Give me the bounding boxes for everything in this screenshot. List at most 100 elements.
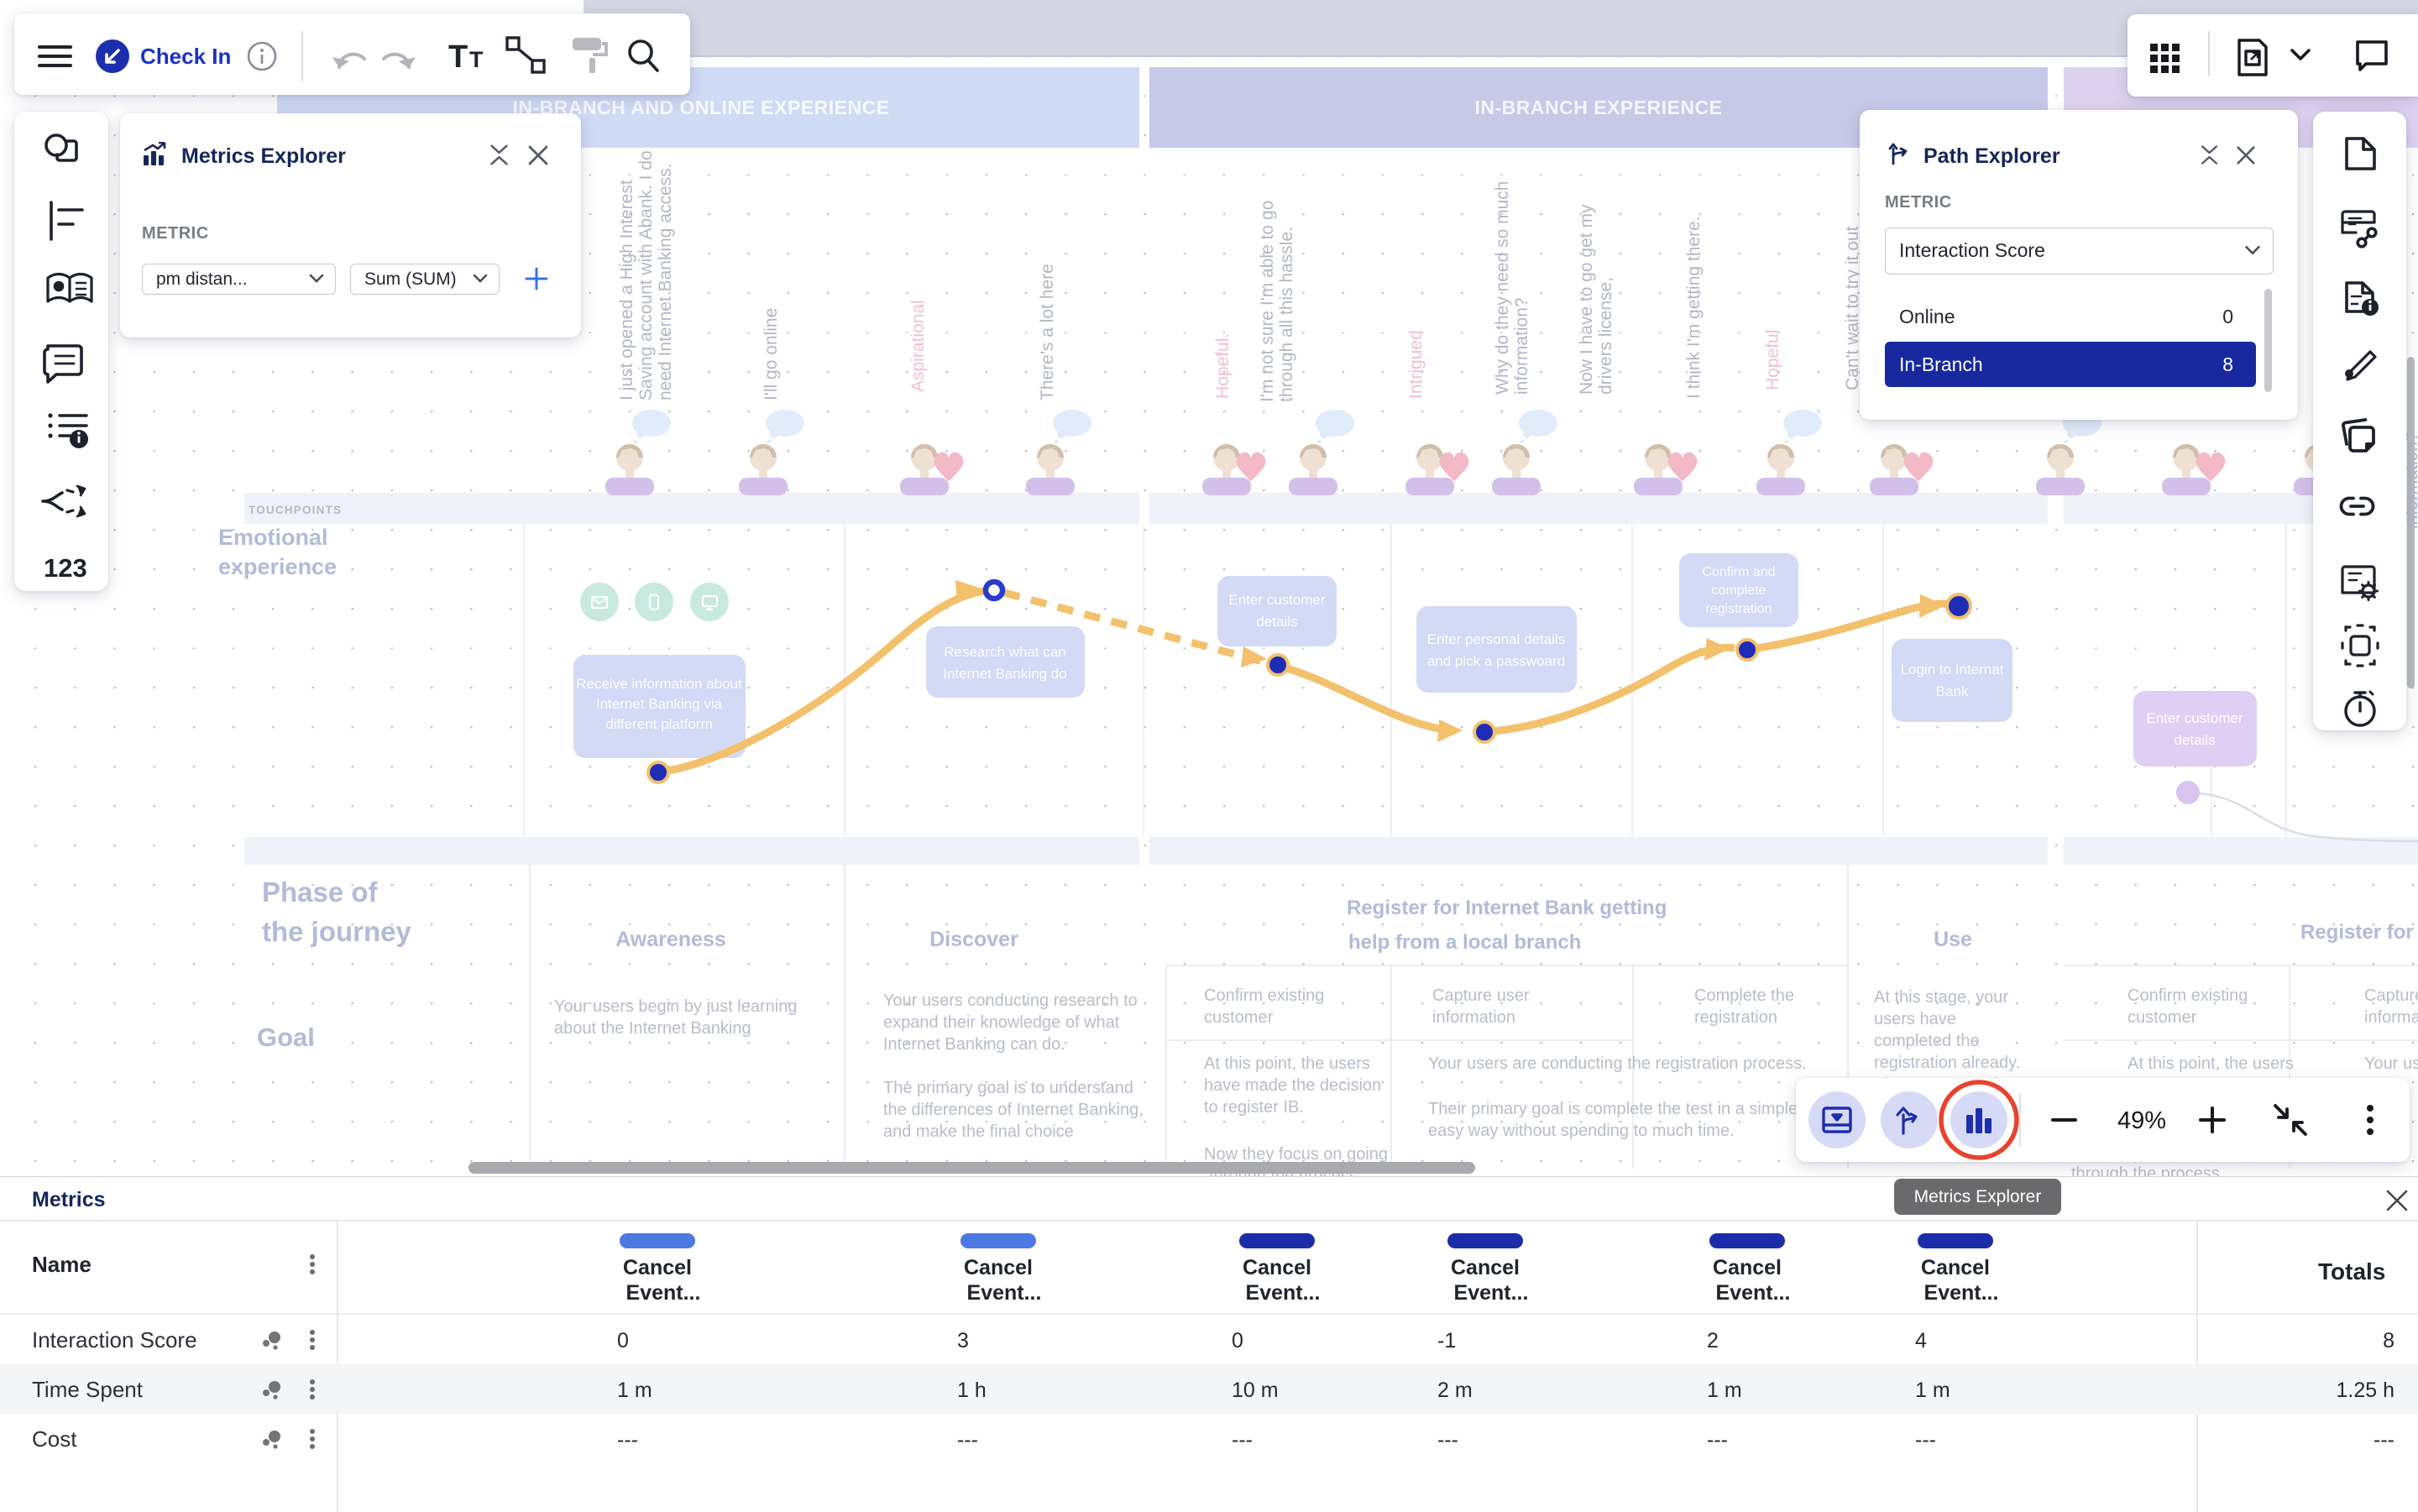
svg-text:complete: complete: [1712, 583, 1766, 598]
svg-text:2 m: 2 m: [1437, 1379, 1473, 1402]
svg-text:Intrigued: Intrigued: [1406, 330, 1426, 399]
svg-text:need Internet Banking access.: need Internet Banking access.: [656, 163, 675, 400]
svg-text:information?: information?: [1512, 297, 1531, 395]
svg-text:The primary goal is to underst: The primary goal is to understand: [883, 1079, 1133, 1097]
svg-text:Aspirational: Aspirational: [908, 300, 928, 392]
svg-text:about the Internet Banking: about the Internet Banking: [554, 1019, 751, 1038]
svg-text:Enter customer: Enter customer: [2146, 710, 2243, 726]
svg-text:Internet Banking do: Internet Banking do: [943, 666, 1066, 682]
svg-text:Event...: Event...: [1924, 1281, 1999, 1305]
svg-text:Now they focus on going: Now they focus on going: [1204, 1145, 1388, 1164]
svg-text:1.25 h: 1.25 h: [2336, 1379, 2394, 1402]
svg-text:Bank: Bank: [1936, 683, 1969, 699]
svg-text:Enter customer: Enter customer: [1228, 592, 1326, 608]
svg-text:completed the: completed the: [1874, 1032, 1980, 1050]
svg-text:users have: users have: [1874, 1010, 1956, 1028]
svg-text:Register for I: Register for I: [2300, 921, 2418, 944]
svg-text:---: ---: [1915, 1428, 1936, 1452]
svg-text:Internet Banking via: Internet Banking via: [596, 696, 723, 712]
svg-text:At this point, the users: At this point, the users: [2128, 1054, 2294, 1073]
svg-text:Research what can: Research what can: [944, 644, 1066, 660]
svg-text:registration: registration: [1705, 602, 1772, 616]
svg-text:2: 2: [1707, 1329, 1719, 1352]
svg-text:Discover: Discover: [929, 928, 1018, 951]
svg-text:Why do they need so much: Why do they need so much: [1493, 181, 1512, 395]
svg-text:Hopeful.: Hopeful.: [1213, 333, 1233, 399]
svg-text:Metrics: Metrics: [32, 1188, 106, 1211]
svg-text:expand their knowledge of what: expand their knowledge of what: [883, 1013, 1120, 1032]
svg-text:Event...: Event...: [967, 1281, 1042, 1305]
svg-text:10 m: 10 m: [1232, 1379, 1279, 1402]
svg-text:49%: 49%: [2117, 1107, 2166, 1134]
svg-text:Interaction Score: Interaction Score: [32, 1327, 197, 1352]
svg-text:Cancel: Cancel: [1921, 1256, 1990, 1279]
svg-text:information: information: [1432, 1008, 1515, 1027]
svg-text:experience: experience: [218, 554, 337, 579]
svg-text:Complete the: Complete the: [1694, 986, 1794, 1005]
svg-text:Login to Internat: Login to Internat: [1901, 662, 2004, 678]
svg-text:Your users begin by just learn: Your users begin by just learning: [554, 997, 797, 1016]
svg-text:Your users are: Your users are: [2364, 1054, 2418, 1073]
svg-text:Their primary goal is complete: Their primary goal is complete the test …: [1428, 1100, 1830, 1118]
svg-text:informa: informa: [2364, 1008, 2418, 1027]
svg-text:easy way without spending to m: easy way without spending to much time.: [1428, 1122, 1735, 1140]
svg-text:Can't wait to try it out: Can't wait to try it out: [1843, 226, 1862, 390]
svg-text:Cancel: Cancel: [623, 1256, 692, 1279]
svg-text:Name: Name: [32, 1252, 92, 1277]
svg-text:Capture user: Capture user: [1432, 986, 1530, 1005]
svg-text:and make the final choice: and make the final choice: [883, 1122, 1074, 1141]
svg-text:Now I have to go get my: Now I have to go get my: [1577, 204, 1596, 395]
svg-text:Your users conducting research: Your users conducting research to: [883, 991, 1138, 1010]
svg-text:customer: customer: [2128, 1008, 2197, 1027]
svg-text:4: 4: [1915, 1329, 1927, 1352]
svg-text:T: T: [469, 47, 484, 72]
svg-text:Check In: Check In: [140, 44, 231, 69]
svg-text:I'm not sure I'm able to go: I'm not sure I'm able to go: [1258, 201, 1277, 402]
svg-text:Use: Use: [1934, 928, 1972, 951]
svg-text:Confirm and: Confirm and: [1702, 565, 1775, 579]
svg-text:different platform: different platform: [605, 716, 712, 732]
svg-text:0: 0: [617, 1329, 629, 1352]
svg-text:have made the decision: have made the decision: [1204, 1076, 1381, 1095]
svg-text:8: 8: [2383, 1329, 2394, 1352]
svg-text:I just opened a High Interest: I just opened a High Interest: [617, 180, 636, 400]
svg-text:Event...: Event...: [1246, 1281, 1321, 1305]
svg-text:I'll go online: I'll go online: [762, 308, 781, 400]
svg-text:Confirm existing: Confirm existing: [1204, 986, 1324, 1005]
svg-text:TOUCHPOINTS: TOUCHPOINTS: [249, 504, 342, 516]
svg-text:Phase of: Phase of: [262, 876, 379, 908]
svg-text:Confirm existing: Confirm existing: [2128, 986, 2248, 1005]
svg-text:Register for Internet Bank get: Register for Internet Bank getting: [1347, 897, 1667, 919]
svg-text:details: details: [1256, 614, 1297, 630]
svg-text:the journey: the journey: [262, 916, 412, 947]
svg-text:Hopeful: Hopeful: [1763, 330, 1782, 390]
svg-text:customer: customer: [1204, 1008, 1274, 1027]
svg-text:Your users are conducting the: Your users are conducting the registrati…: [1428, 1054, 1807, 1073]
svg-text:through all this hassle.: through all this hassle.: [1277, 227, 1296, 402]
svg-text:Event...: Event...: [626, 1281, 701, 1305]
svg-text:Event...: Event...: [1454, 1281, 1529, 1305]
svg-text:IN-BRANCH EXPERIENCE: IN-BRANCH EXPERIENCE: [1475, 97, 1723, 118]
svg-text:registration: registration: [1694, 1008, 1777, 1027]
svg-text:1 m: 1 m: [1915, 1379, 1950, 1402]
svg-text:---: ---: [2374, 1428, 2394, 1452]
svg-text:There's a lot here: There's a lot here: [1038, 264, 1057, 400]
svg-text:Saving account with Abank. I d: Saving account with Abank. I do: [636, 150, 656, 400]
svg-text:-1: -1: [1437, 1329, 1456, 1352]
svg-text:Emotional: Emotional: [218, 525, 328, 550]
svg-text:Cancel: Cancel: [1451, 1256, 1520, 1279]
svg-text:1 h: 1 h: [957, 1379, 987, 1402]
svg-text:Time Spent: Time Spent: [32, 1377, 144, 1402]
svg-text:details: details: [2174, 732, 2215, 748]
svg-text:---: ---: [1437, 1428, 1458, 1452]
svg-text:help from a local branch: help from a local branch: [1348, 931, 1581, 954]
svg-text:Enter personal details: Enter personal details: [1427, 631, 1565, 647]
svg-text:the differences of Internet Ba: the differences of Internet Banking,: [883, 1101, 1144, 1119]
svg-text:and pick a passwoard: and pick a passwoard: [1427, 653, 1565, 669]
svg-text:Event...: Event...: [1716, 1281, 1791, 1305]
svg-text:---: ---: [617, 1428, 638, 1452]
svg-text:I think I'm getting there.: I think I'm getting there.: [1684, 216, 1704, 399]
svg-text:---: ---: [1232, 1428, 1253, 1452]
svg-text:Totals: Totals: [2318, 1258, 2385, 1284]
svg-text:Goal: Goal: [257, 1023, 315, 1052]
